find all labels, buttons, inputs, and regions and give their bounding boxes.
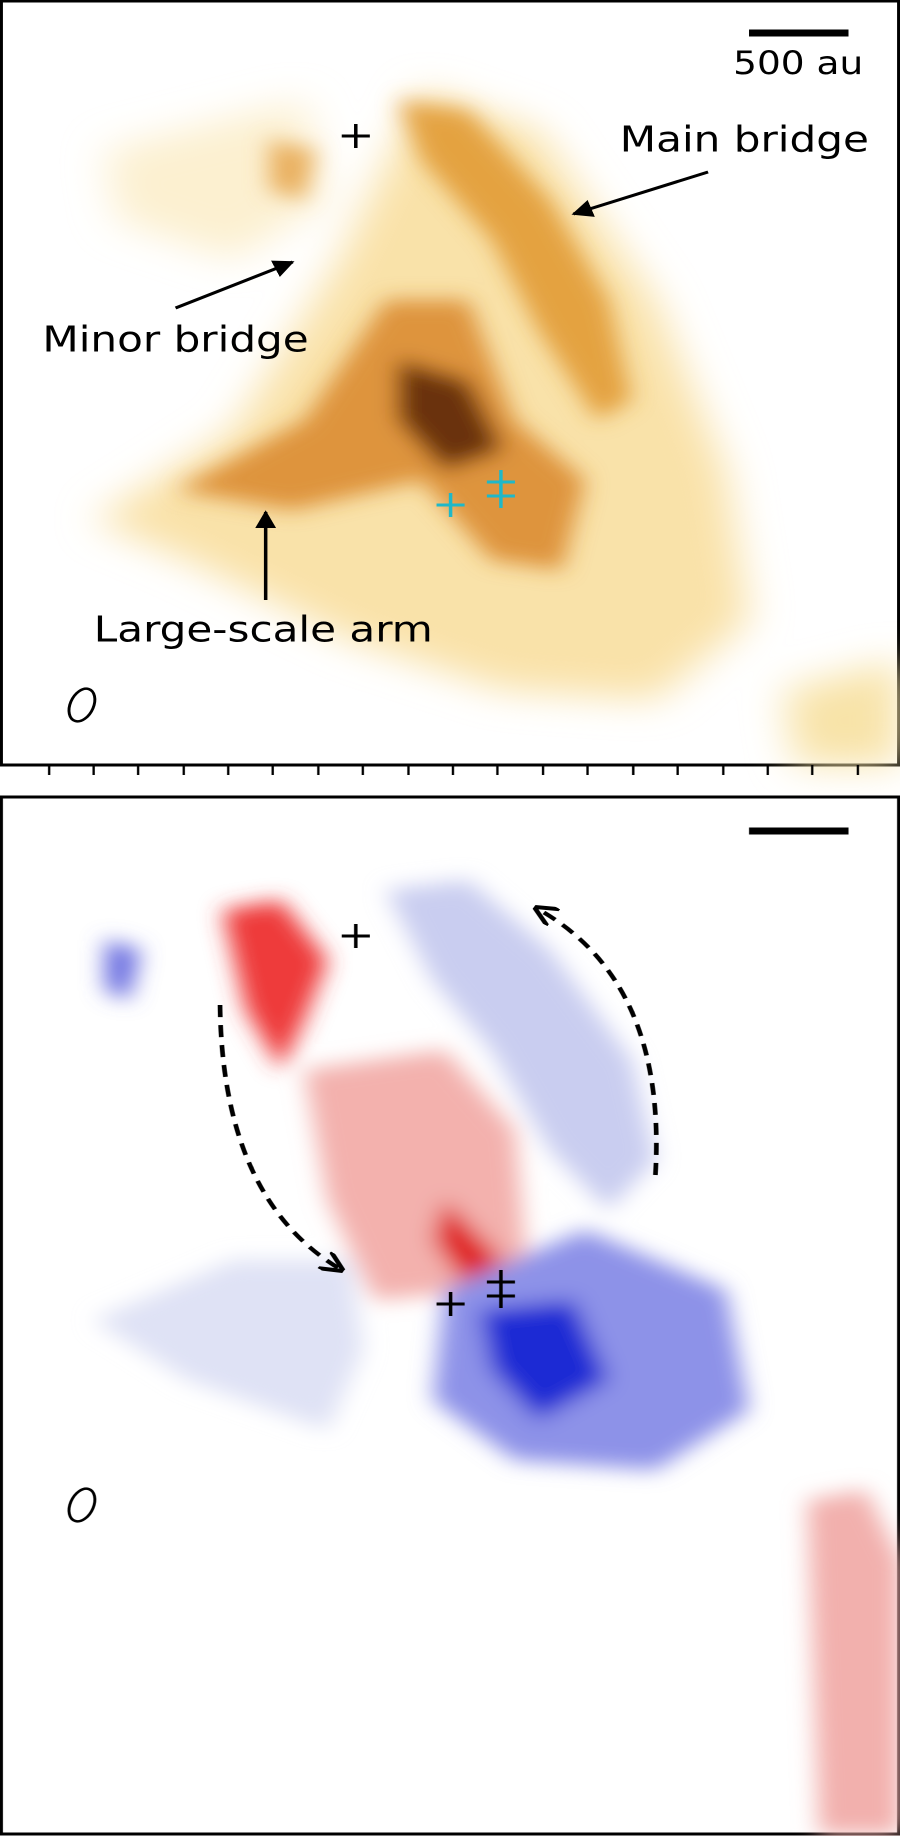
ticks	[47, 765, 860, 775]
scale-bar-label: 500 au	[733, 46, 863, 83]
annotation: Large-scale arm	[94, 609, 433, 650]
emission-bright	[175, 100, 632, 570]
annotation: Main bridge	[620, 119, 869, 160]
intensity-panel: 500 au Main bridge Minor bridge Large-sc…	[0, 0, 900, 775]
velocity-field	[93, 880, 900, 1834]
beam	[67, 1487, 97, 1523]
annotation: Minor bridge	[42, 319, 308, 360]
beam	[67, 687, 97, 723]
velocity-panel	[0, 795, 900, 1836]
